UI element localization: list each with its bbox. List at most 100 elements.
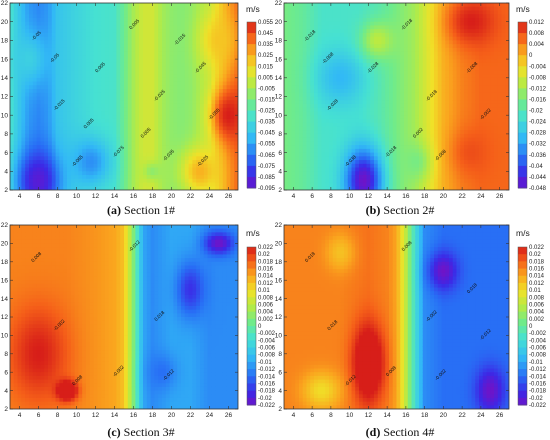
heat-cell [291, 152, 296, 157]
heat-cell [158, 51, 163, 56]
heat-cell [284, 175, 289, 180]
heat-cell [10, 66, 15, 71]
heat-cell [211, 74, 216, 79]
heat-cell [188, 36, 193, 41]
heat-cell [192, 55, 197, 60]
heat-cell [287, 25, 293, 30]
heat-cell [196, 40, 201, 45]
heat-cell [74, 122, 79, 128]
heat-cell [291, 133, 296, 139]
heat-cell [127, 47, 133, 53]
heat-cell [135, 77, 140, 83]
heat-cell [74, 92, 79, 98]
heat-cell [362, 167, 368, 172]
heat-cell [86, 141, 91, 146]
heat-cell [177, 133, 182, 139]
heat-cell [310, 141, 315, 146]
heat-cell [59, 141, 64, 146]
heat-cell [407, 77, 413, 83]
heat-cell [108, 36, 114, 41]
heat-cell [411, 103, 416, 109]
heat-cell [317, 55, 323, 60]
heat-cell [70, 47, 76, 53]
heat-cell [181, 167, 186, 172]
heat-cell [306, 85, 311, 90]
heat-cell [165, 100, 171, 105]
heat-cell [359, 130, 364, 135]
heat-cell [415, 70, 420, 75]
heat-cell [29, 62, 34, 68]
heat-cell [222, 89, 228, 94]
heat-cell [310, 92, 315, 98]
heat-cell [226, 160, 231, 165]
heat-cell [400, 111, 405, 116]
heat-cell [219, 96, 224, 101]
heat-cell [234, 92, 238, 98]
heat-cell [200, 32, 205, 38]
heat-cell [344, 25, 349, 30]
heat-cell [165, 81, 171, 86]
heat-cell [146, 178, 152, 184]
heat-cell [291, 89, 296, 94]
heat-cell [389, 81, 394, 86]
heat-cell [184, 160, 190, 165]
heat-cell [321, 122, 326, 128]
heat-cell [177, 100, 182, 105]
heat-cell [78, 62, 83, 68]
heat-cell [177, 10, 182, 15]
heat-cell [162, 186, 167, 190]
heat-cell [314, 55, 319, 60]
heat-cell [55, 126, 60, 131]
heat-cell [347, 66, 353, 71]
heat-cell [162, 145, 167, 150]
heat-cell [196, 133, 201, 139]
heat-cell [419, 141, 424, 146]
heat-cell [355, 152, 360, 157]
heat-cell [226, 100, 231, 105]
heat-cell [146, 29, 152, 34]
heat-cell [51, 122, 57, 128]
heat-cell [374, 85, 379, 90]
heat-cell [400, 160, 405, 165]
heat-cell [165, 32, 171, 38]
heat-cell [158, 85, 163, 90]
heat-cell [211, 107, 216, 113]
heat-cell [108, 163, 114, 169]
heat-cell [146, 163, 152, 169]
heat-cell [70, 55, 76, 60]
heat-cell [21, 100, 26, 105]
heat-cell [67, 130, 72, 135]
heat-cell [355, 89, 360, 94]
heat-cell [325, 62, 330, 68]
heat-cell [48, 137, 53, 142]
heat-cell [411, 126, 416, 131]
heat-cell [162, 133, 167, 139]
heat-cell [116, 51, 121, 56]
heat-cell [295, 137, 300, 142]
heat-cell [332, 77, 338, 83]
heat-cell [108, 171, 114, 176]
heat-cell [55, 89, 60, 94]
heat-cell [105, 92, 110, 98]
heat-cell [40, 51, 45, 56]
heat-cell [169, 32, 174, 38]
heat-cell [415, 103, 420, 109]
heat-cell [143, 160, 148, 165]
heat-cell [101, 126, 106, 131]
heat-cell [291, 126, 296, 131]
heat-cell [17, 145, 22, 150]
heat-cell [131, 62, 136, 68]
heat-cell [374, 130, 379, 135]
heat-cell [411, 186, 416, 190]
heat-cell [230, 74, 235, 79]
heat-cell [158, 59, 163, 64]
heat-cell [211, 122, 216, 128]
heat-cell [302, 145, 308, 150]
heat-cell [295, 178, 300, 184]
heat-cell [234, 145, 238, 150]
heat-cell [55, 62, 60, 68]
heat-cell [108, 96, 114, 101]
heat-cell [93, 3, 98, 8]
heat-cell [411, 133, 416, 139]
heat-cell [51, 89, 57, 94]
